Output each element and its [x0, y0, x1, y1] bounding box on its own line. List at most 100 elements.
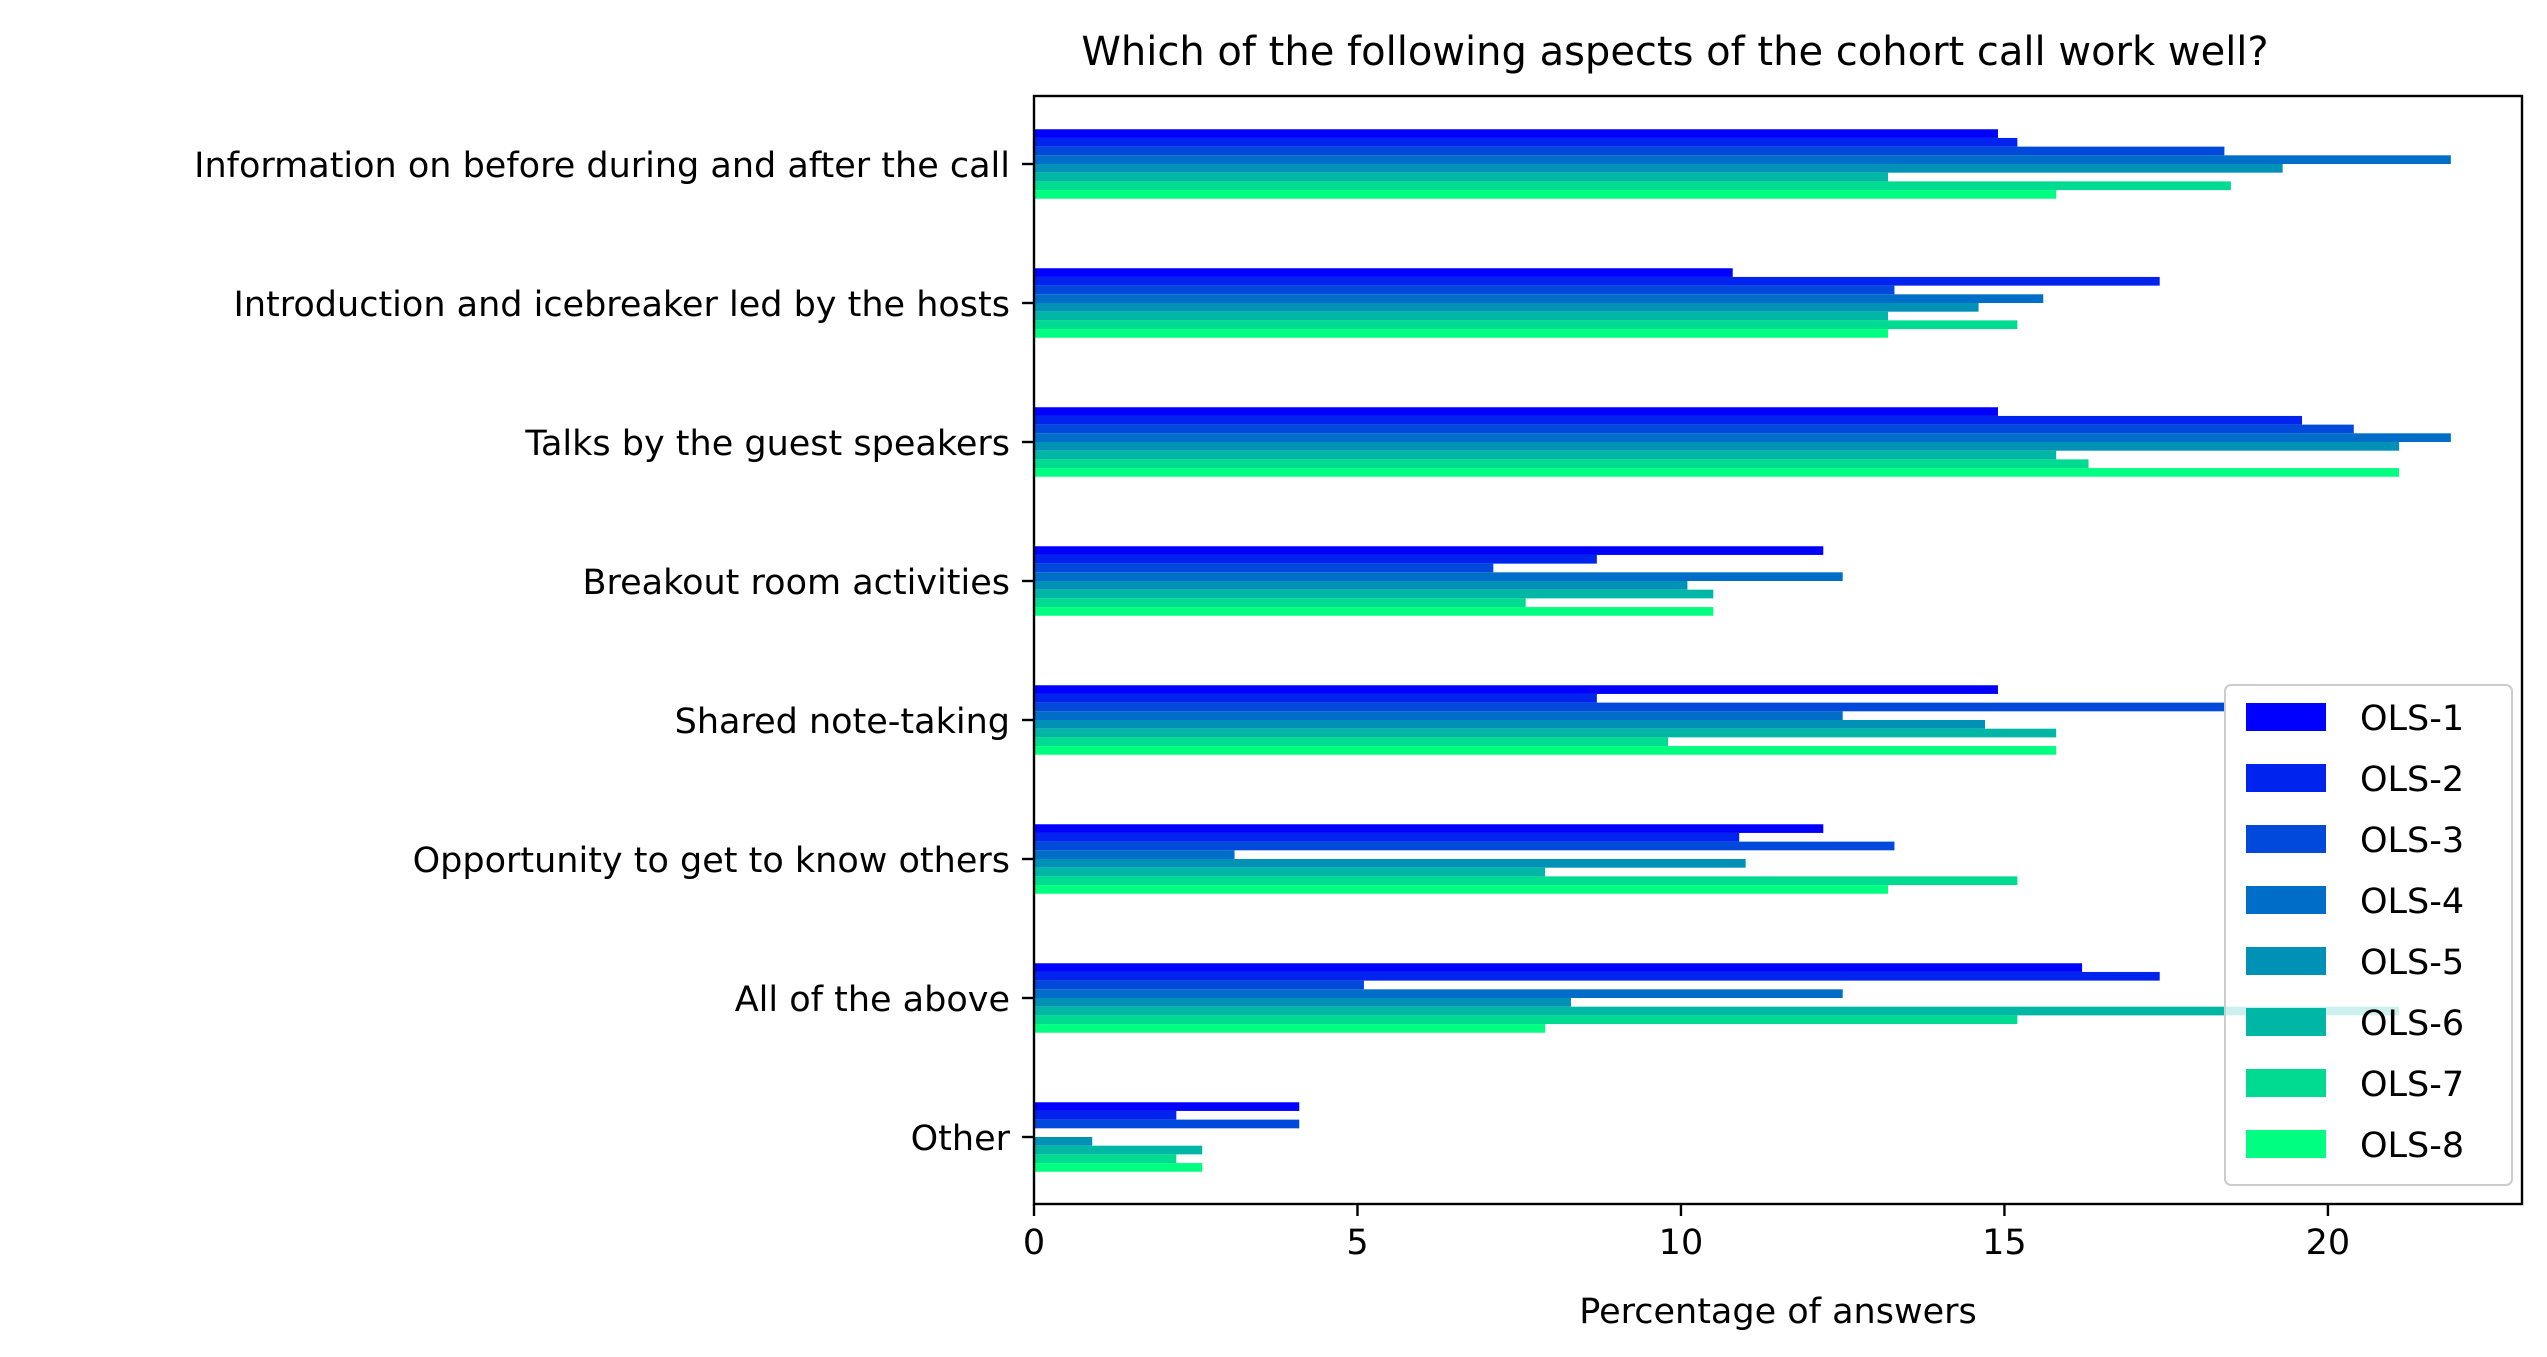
- bar-ols-5-5: [1034, 859, 1746, 868]
- bar-ols-4-6: [1034, 989, 1843, 998]
- legend-swatch-ols-8: [2246, 1130, 2326, 1158]
- bar-ols-8-7: [1034, 1163, 1203, 1172]
- legend-box: [2224, 684, 2513, 1186]
- legend-label-ols-8: OLS-8: [2360, 1126, 2464, 1166]
- bar-ols-8-5: [1034, 885, 1888, 894]
- bar-ols-4-4: [1034, 711, 1843, 720]
- bar-ols-6-1: [1034, 311, 1888, 321]
- chart-title: Which of the following aspects of the co…: [1081, 29, 2268, 75]
- y-axis-labels: Information on before during and after t…: [194, 146, 1034, 1159]
- bar-ols-4-3: [1034, 572, 1843, 581]
- legend-swatch-ols-2: [2246, 764, 2326, 792]
- bar-ols-6-3: [1034, 589, 1714, 599]
- legend-swatch-ols-3: [2246, 825, 2326, 853]
- bar-ols-2-4: [1034, 693, 1597, 703]
- bar-ols-1-0: [1034, 129, 1998, 138]
- y-tick-label: Shared note-taking: [675, 702, 1010, 742]
- bar-ols-3-6: [1034, 980, 1364, 990]
- x-tick-label: 5: [1346, 1223, 1368, 1263]
- bar-ols-6-7: [1034, 1145, 1203, 1155]
- bar-ols-1-5: [1034, 824, 1824, 833]
- bar-ols-7-0: [1034, 181, 2231, 191]
- bar-ols-6-5: [1034, 867, 1546, 877]
- bar-ols-6-4: [1034, 728, 2057, 738]
- bar-ols-3-5: [1034, 841, 1895, 851]
- bar-ols-6-0: [1034, 172, 1888, 182]
- x-tick-label: 10: [1659, 1223, 1704, 1263]
- bar-ols-6-2: [1034, 450, 2057, 460]
- x-tick-label: 0: [1023, 1223, 1045, 1263]
- bar-ols-3-0: [1034, 146, 2225, 156]
- bar-ols-8-1: [1034, 329, 1888, 338]
- bar-ols-3-2: [1034, 424, 2354, 434]
- x-axis-label: Percentage of answers: [1579, 1292, 1977, 1332]
- legend-label-ols-2: OLS-2: [2360, 760, 2464, 800]
- bar-ols-1-3: [1034, 546, 1824, 555]
- bar-ols-3-3: [1034, 563, 1494, 573]
- bar-ols-2-3: [1034, 554, 1597, 564]
- bar-ols-7-5: [1034, 876, 2018, 886]
- x-tick-label: 20: [2306, 1223, 2351, 1263]
- bar-ols-8-6: [1034, 1024, 1546, 1033]
- legend-label-ols-3: OLS-3: [2360, 821, 2464, 861]
- bar-ols-2-0: [1034, 137, 2018, 147]
- bar-ols-1-2: [1034, 407, 1998, 416]
- legend: OLS-1 OLS-2 OLS-3 OLS-4 OLS-5 OLS-6 OLS-7 OLS-8: [2224, 684, 2513, 1186]
- bar-ols-6-6: [1034, 1006, 2400, 1016]
- legend-label-ols-5: OLS-5: [2360, 943, 2464, 983]
- bar-ols-2-7: [1034, 1110, 1177, 1120]
- legend-label-ols-1: OLS-1: [2360, 699, 2464, 739]
- bar-ols-1-4: [1034, 685, 1998, 694]
- legend-label-ols-6: OLS-6: [2360, 1004, 2464, 1044]
- x-tick-label: 15: [1982, 1223, 2027, 1263]
- bar-ols-7-6: [1034, 1015, 2018, 1025]
- bar-ols-5-7: [1034, 1137, 1093, 1146]
- bar-ols-7-7: [1034, 1154, 1177, 1164]
- plot-frame: [1032, 94, 2524, 1206]
- bar-ols-1-1: [1034, 268, 1733, 277]
- y-tick-label: Information on before during and after t…: [194, 146, 1010, 186]
- bar-ols-5-1: [1034, 303, 1979, 312]
- legend-swatch-ols-5: [2246, 947, 2326, 975]
- bar-ols-5-4: [1034, 720, 1986, 729]
- bar-ols-3-4: [1034, 702, 2225, 712]
- bar-ols-5-6: [1034, 998, 1571, 1007]
- bar-ols-7-3: [1034, 598, 1526, 608]
- legend-label-ols-7: OLS-7: [2360, 1065, 2464, 1105]
- y-tick-label: Talks by the guest speakers: [524, 424, 1010, 464]
- y-tick-label: Other: [911, 1119, 1011, 1159]
- y-tick-label: Breakout room activities: [582, 563, 1010, 603]
- bar-ols-4-1: [1034, 294, 2044, 303]
- bar-ols-5-3: [1034, 581, 1688, 590]
- bar-ols-3-7: [1034, 1119, 1300, 1129]
- bar-ols-4-2: [1034, 433, 2451, 442]
- y-tick-label: All of the above: [735, 980, 1010, 1020]
- y-tick-label: Opportunity to get to know others: [413, 841, 1010, 881]
- x-axis-ticks: 0 5 10 15 20: [1023, 1204, 2350, 1263]
- legend-swatch-ols-6: [2246, 1008, 2326, 1036]
- bar-ols-7-4: [1034, 737, 1669, 747]
- bar-ols-2-5: [1034, 832, 1740, 842]
- bar-ols-8-0: [1034, 190, 2057, 199]
- bar-ols-5-2: [1034, 442, 2400, 451]
- legend-swatch-ols-4: [2246, 886, 2326, 914]
- bar-ols-4-0: [1034, 155, 2451, 164]
- bar-ols-7-1: [1034, 320, 2018, 330]
- legend-swatch-ols-7: [2246, 1069, 2326, 1097]
- bar-ols-2-2: [1034, 415, 2303, 425]
- bar-ols-7-2: [1034, 459, 2089, 469]
- legend-swatch-ols-1: [2246, 703, 2326, 731]
- bar-ols-4-5: [1034, 850, 1235, 859]
- legend-label-ols-4: OLS-4: [2360, 882, 2464, 922]
- bar-ols-2-1: [1034, 276, 2160, 286]
- bar-ols-3-1: [1034, 285, 1895, 295]
- bar-ols-5-0: [1034, 164, 2283, 173]
- bar-ols-8-2: [1034, 468, 2400, 477]
- bar-ols-1-6: [1034, 963, 2083, 972]
- bar-ols-2-6: [1034, 971, 2160, 981]
- bar-ols-1-7: [1034, 1102, 1300, 1111]
- bars-group: [1034, 129, 2451, 1172]
- bar-ols-8-4: [1034, 746, 2057, 755]
- bar-ols-8-3: [1034, 607, 1714, 616]
